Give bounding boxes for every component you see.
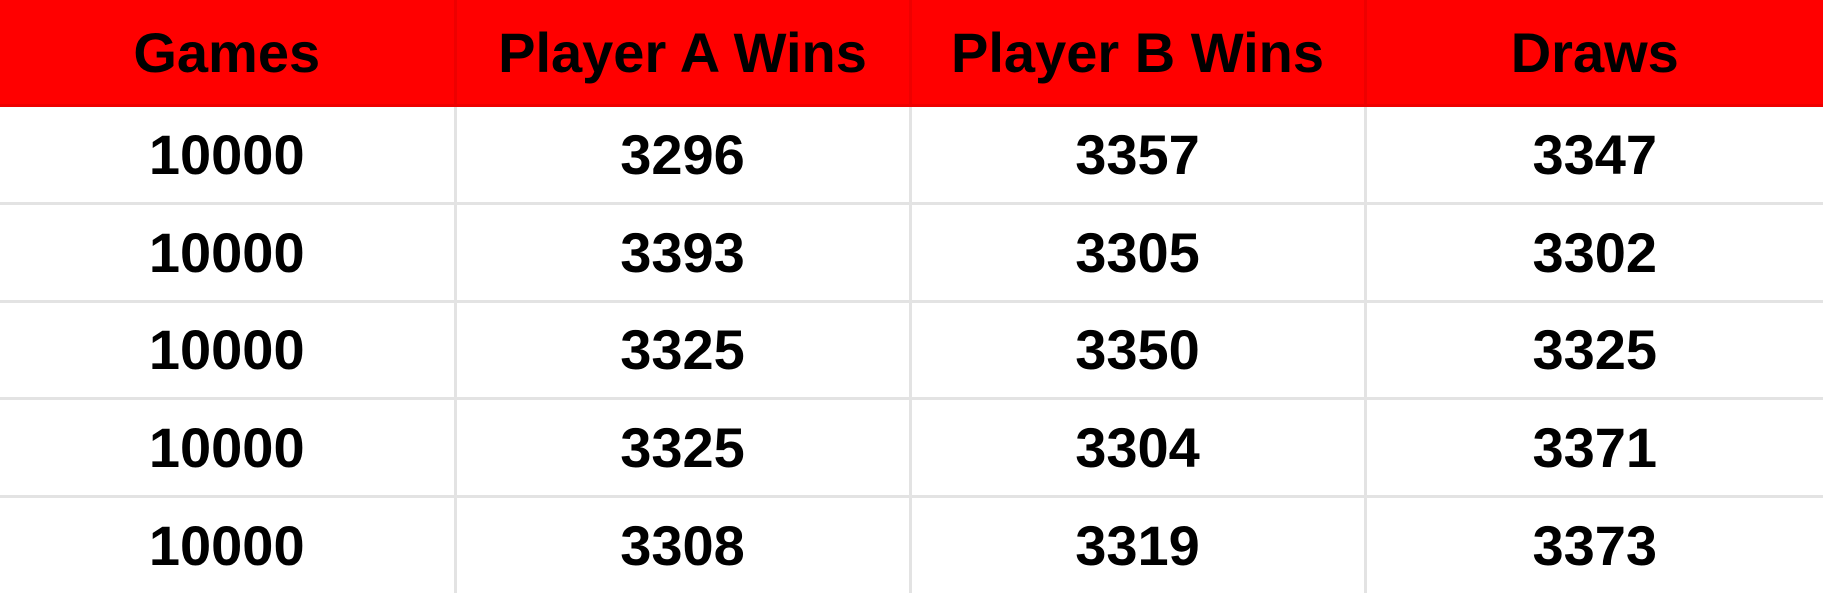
cell-player-a-wins: 3325	[453, 299, 912, 401]
cell-draws: 3373	[1363, 495, 1823, 593]
table-row: 10000 3308 3319 3373	[0, 495, 1823, 593]
table-body: 10000 3296 3357 3347 10000 3393 3305 330…	[0, 104, 1823, 593]
column-header-player-b-wins: Player B Wins	[908, 0, 1367, 107]
table-row: 10000 3325 3350 3325	[0, 299, 1823, 401]
column-header-games: Games	[0, 0, 457, 107]
table-header: Games Player A Wins Player B Wins Draws	[0, 0, 1823, 107]
cell-player-a-wins: 3296	[453, 104, 912, 205]
cell-games: 10000	[0, 299, 457, 401]
cell-draws: 3371	[1363, 397, 1823, 499]
header-row: Games Player A Wins Player B Wins Draws	[0, 0, 1823, 107]
cell-player-b-wins: 3305	[908, 201, 1367, 303]
table-row: 10000 3296 3357 3347	[0, 104, 1823, 205]
cell-player-a-wins: 3393	[453, 201, 912, 303]
cell-games: 10000	[0, 104, 457, 205]
cell-draws: 3325	[1363, 299, 1823, 401]
table-row: 10000 3393 3305 3302	[0, 201, 1823, 303]
cell-player-b-wins: 3350	[908, 299, 1367, 401]
cell-games: 10000	[0, 495, 457, 593]
cell-player-b-wins: 3319	[908, 495, 1367, 593]
cell-games: 10000	[0, 201, 457, 303]
cell-player-b-wins: 3304	[908, 397, 1367, 499]
cell-draws: 3302	[1363, 201, 1823, 303]
cell-games: 10000	[0, 397, 457, 499]
cell-player-a-wins: 3325	[453, 397, 912, 499]
column-header-player-a-wins: Player A Wins	[453, 0, 912, 107]
cell-draws: 3347	[1363, 104, 1823, 205]
column-header-draws: Draws	[1363, 0, 1823, 107]
cell-player-b-wins: 3357	[908, 104, 1367, 205]
table-row: 10000 3325 3304 3371	[0, 397, 1823, 499]
cell-player-a-wins: 3308	[453, 495, 912, 593]
